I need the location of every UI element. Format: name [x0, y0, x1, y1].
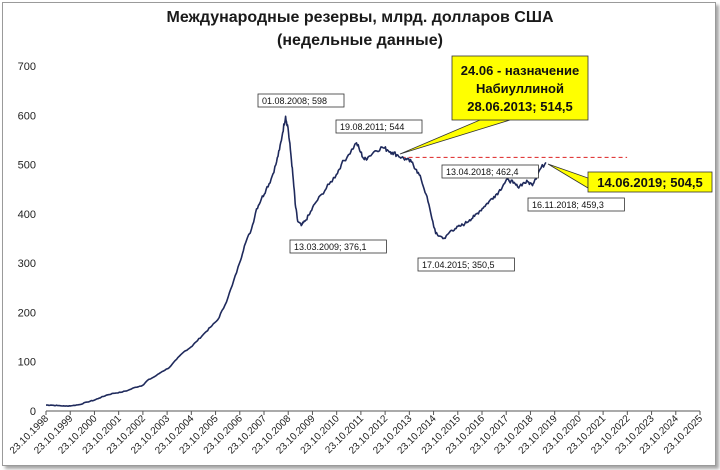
y-tick-label: 500	[18, 160, 36, 172]
annotation-label: 13.04.2018; 462,4	[446, 167, 519, 177]
chart-title: Международные резервы, млрд. долларов СШ…	[0, 6, 720, 52]
y-tick-label: 0	[30, 406, 36, 418]
chart-title-line2: (недельные данные)	[277, 32, 443, 49]
y-tick-label: 200	[18, 307, 36, 319]
y-tick-label: 600	[18, 110, 36, 122]
annotation-box	[417, 257, 515, 272]
series-group	[46, 115, 547, 407]
chart-frame	[2, 2, 716, 466]
reserves-series-line	[46, 115, 547, 407]
callouts-group: 24.06 - назначение Набиуллиной 28.06.2013;…	[399, 55, 713, 193]
annotation-box	[289, 239, 387, 254]
annotation-label: 19.08.2011; 544	[340, 122, 404, 132]
callout-box	[587, 171, 713, 193]
annotation-box	[335, 119, 423, 134]
y-tick-label: 700	[18, 61, 36, 73]
annotation-label: 16.11.2018; 459,3	[532, 200, 604, 210]
y-tick-label: 400	[18, 209, 36, 221]
annotation-label: 17.04.2015; 350,5	[422, 260, 495, 270]
annotation-box	[527, 197, 625, 212]
callout-box	[451, 55, 589, 121]
callout-label: 24.06 - назначение	[461, 63, 579, 78]
annotation-label: 13.03.2009; 376,1	[294, 242, 367, 252]
annotation-box	[257, 93, 345, 108]
callout-pointer	[547, 163, 589, 189]
callout-label: 14.06.2019; 504,5	[597, 175, 703, 190]
callout-label: Набиуллиной	[476, 81, 564, 96]
callout-label: 28.06.2013; 514,5	[467, 99, 573, 114]
chart-title-line1: Международные резервы, млрд. долларов СШ…	[166, 9, 554, 26]
annotation-box	[441, 164, 539, 179]
y-tick-label: 100	[18, 357, 36, 369]
annotations-group: 01.08.2008; 598 13.03.2009; 376,1 19.08.20…	[257, 93, 625, 272]
y-tick-label: 300	[18, 258, 36, 270]
annotation-label: 01.08.2008; 598	[262, 96, 327, 106]
